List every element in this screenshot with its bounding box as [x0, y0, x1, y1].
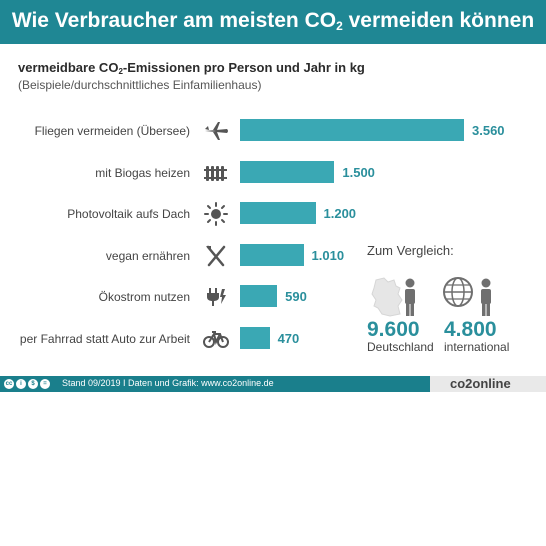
radiator-icon	[203, 161, 229, 185]
globe-icon	[443, 277, 491, 316]
cc-by-icon: i	[16, 379, 26, 389]
airplane-icon	[203, 119, 229, 143]
cutlery-icon	[203, 244, 229, 268]
data-label: 470	[277, 330, 300, 346]
tick-label: mit Biogas heizen	[95, 165, 190, 180]
sun-icon	[203, 202, 229, 226]
comparison-label-international: international	[444, 340, 510, 354]
footer-source: Stand 09/2019 I Daten und Grafik: www.co…	[62, 378, 274, 388]
tick-label: Photovoltaik aufs Dach	[67, 207, 190, 221]
bar	[240, 119, 464, 141]
bicycle-icon	[203, 327, 229, 351]
comparison-label-germany: Deutschland	[367, 340, 434, 354]
bar	[240, 243, 304, 266]
tick-label: per Fahrrad statt Auto zur Arbeit	[19, 331, 190, 346]
germany-map-icon	[371, 277, 415, 317]
plug-icon	[203, 285, 229, 309]
comparison-value-germany: 9.600	[367, 318, 420, 341]
cc-license-icon: cc	[4, 379, 14, 389]
comparison-value-international: 4.800	[444, 318, 497, 341]
cc-nc-icon: $	[28, 379, 38, 389]
footer-band: cc i $ = Stand 09/2019 I Daten und Grafi…	[0, 376, 430, 392]
footer: cc i $ = Stand 09/2019 I Daten und Grafi…	[0, 376, 546, 392]
chart-note: (Beispiele/durchschnittliches Einfamilie…	[18, 78, 262, 92]
comparison-title: Zum Vergleich:	[367, 243, 454, 258]
tick-label: Fliegen vermeiden (Übersee)	[34, 124, 190, 138]
tick-label: Ökostrom nutzen	[98, 290, 190, 304]
chart-title: Wie Verbraucher am meisten CO2 vermeiden…	[0, 0, 546, 44]
data-label: 590	[285, 289, 307, 304]
brand-logo: co2online	[450, 376, 511, 391]
data-label: 1.500	[342, 164, 375, 180]
data-label: 1.010	[311, 247, 345, 263]
bar	[240, 160, 335, 183]
cc-nd-icon: =	[40, 379, 50, 389]
bar	[240, 285, 278, 307]
tick-label: vegan ernähren	[105, 248, 190, 263]
data-label: 1.200	[323, 206, 357, 221]
bar	[240, 326, 270, 349]
data-label: 3.560	[472, 123, 505, 138]
bar	[240, 202, 316, 224]
chart-subtitle: vermeidbare CO2-Emissionen pro Person un…	[18, 60, 365, 76]
